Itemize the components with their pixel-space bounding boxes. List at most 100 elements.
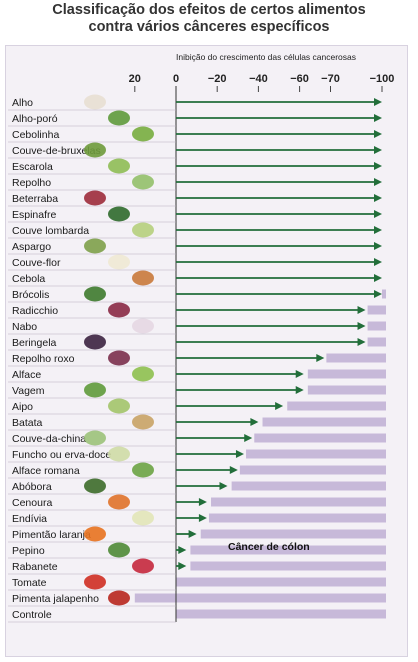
x-tick-label: −60 — [290, 73, 309, 85]
category-label: Alho — [12, 97, 33, 109]
category-label: Nabo — [12, 321, 37, 333]
category-label: Couve-de-bruxelas — [12, 145, 101, 157]
value-arrow-head — [219, 482, 228, 490]
value-arrow-head — [374, 290, 382, 298]
x-tick-label: −20 — [208, 73, 227, 85]
red-cabbage-icon — [108, 350, 130, 366]
broccoli-icon — [84, 286, 106, 302]
cabbage-icon — [132, 174, 154, 190]
value-arrow-head — [198, 514, 207, 522]
potato-icon — [132, 414, 154, 430]
category-label: Aipo — [12, 401, 33, 413]
category-label: Tomate — [12, 577, 47, 589]
orange-pepper-icon — [84, 526, 106, 542]
beet-icon — [84, 190, 106, 206]
tomato-icon — [84, 574, 106, 590]
turnip-icon — [132, 318, 154, 334]
x-axis-label: Inibição do crescimento das células canc… — [176, 52, 356, 62]
celery-icon — [108, 398, 130, 414]
category-label: Pimentão laranja — [12, 529, 91, 541]
value-arrow-head — [374, 274, 382, 282]
category-label: Alho-poró — [12, 113, 58, 125]
category-label: Couve-flor — [12, 257, 61, 269]
category-label: Batata — [12, 417, 43, 429]
scallion-icon — [132, 126, 154, 142]
category-label: Aspargo — [12, 241, 51, 253]
value-arrow-head — [357, 338, 366, 346]
carrot-icon — [108, 494, 130, 510]
band-bar — [246, 449, 386, 459]
category-label: Alface — [12, 369, 41, 381]
onion-icon — [132, 270, 154, 286]
spinach-icon — [108, 206, 130, 222]
category-label: Couve lombarda — [12, 225, 89, 237]
band-bar — [208, 513, 386, 523]
asparagus-icon — [84, 238, 106, 254]
band-bar — [326, 353, 386, 363]
value-arrow-head — [235, 450, 244, 458]
value-arrow-head — [178, 546, 187, 554]
green-bean-icon — [84, 382, 106, 398]
value-arrow-head — [374, 114, 382, 122]
category-label: Cebolinha — [12, 129, 59, 141]
category-label: Couve-da-china — [12, 433, 86, 445]
eggplant-icon — [84, 334, 106, 350]
band-bar — [190, 545, 386, 555]
value-arrow-head — [188, 530, 197, 538]
category-label: Radicchio — [12, 305, 58, 317]
value-arrow-head — [357, 306, 366, 314]
value-arrow-head — [374, 162, 382, 170]
radish-icon — [132, 558, 154, 574]
x-tick-label: 0 — [173, 73, 179, 85]
value-arrow-head — [374, 258, 382, 266]
band-bar — [176, 609, 386, 619]
band-bar — [367, 305, 386, 315]
zucchini-icon — [84, 478, 106, 494]
band-bar — [239, 465, 386, 475]
chart-panel — [5, 45, 408, 657]
band-bar — [254, 433, 386, 443]
category-label: Controle — [12, 609, 52, 621]
value-arrow-head — [374, 210, 382, 218]
value-arrow-head — [250, 418, 259, 426]
category-label: Vagem — [12, 385, 45, 397]
chart-title: Classificação dos efeitos de certos alim… — [0, 2, 418, 36]
band-bar — [287, 401, 386, 411]
value-arrow-head — [374, 194, 382, 202]
leek-icon — [108, 110, 130, 126]
category-label: Repolho — [12, 177, 51, 189]
band-bar — [307, 369, 386, 379]
cucumber-icon — [108, 542, 130, 558]
value-arrow-head — [374, 226, 382, 234]
value-arrow-head — [229, 466, 238, 474]
band-bar — [367, 337, 386, 347]
value-arrow-head — [178, 562, 187, 570]
lettuce-icon — [132, 366, 154, 382]
band-bar — [382, 289, 386, 299]
fennel-icon — [108, 446, 130, 462]
band-bar — [262, 417, 386, 427]
title-line-1: Classificação dos efeitos de certos alim… — [52, 2, 366, 18]
value-arrow-head — [374, 98, 382, 106]
band-bar — [307, 385, 386, 395]
value-arrow-head — [374, 178, 382, 186]
value-arrow-head — [275, 402, 284, 410]
category-label: Alface romana — [12, 465, 80, 477]
brussels-sprouts-icon — [84, 142, 106, 158]
category-label: Beringela — [12, 337, 57, 349]
x-tick-label: −100 — [370, 73, 395, 85]
savoy-cabbage-icon — [132, 222, 154, 238]
category-label: Escarola — [12, 161, 53, 173]
category-label: Cebola — [12, 273, 45, 285]
value-arrow-head — [357, 322, 366, 330]
value-arrow-head — [295, 370, 304, 378]
garlic-icon — [84, 94, 106, 110]
x-tick-label: 20 — [129, 73, 141, 85]
bok-choy-icon — [84, 430, 106, 446]
jalapeno-icon — [108, 590, 130, 606]
escarole-icon — [108, 158, 130, 174]
romaine-icon — [132, 462, 154, 478]
category-label: Abóbora — [12, 481, 52, 493]
value-arrow-head — [198, 498, 207, 506]
